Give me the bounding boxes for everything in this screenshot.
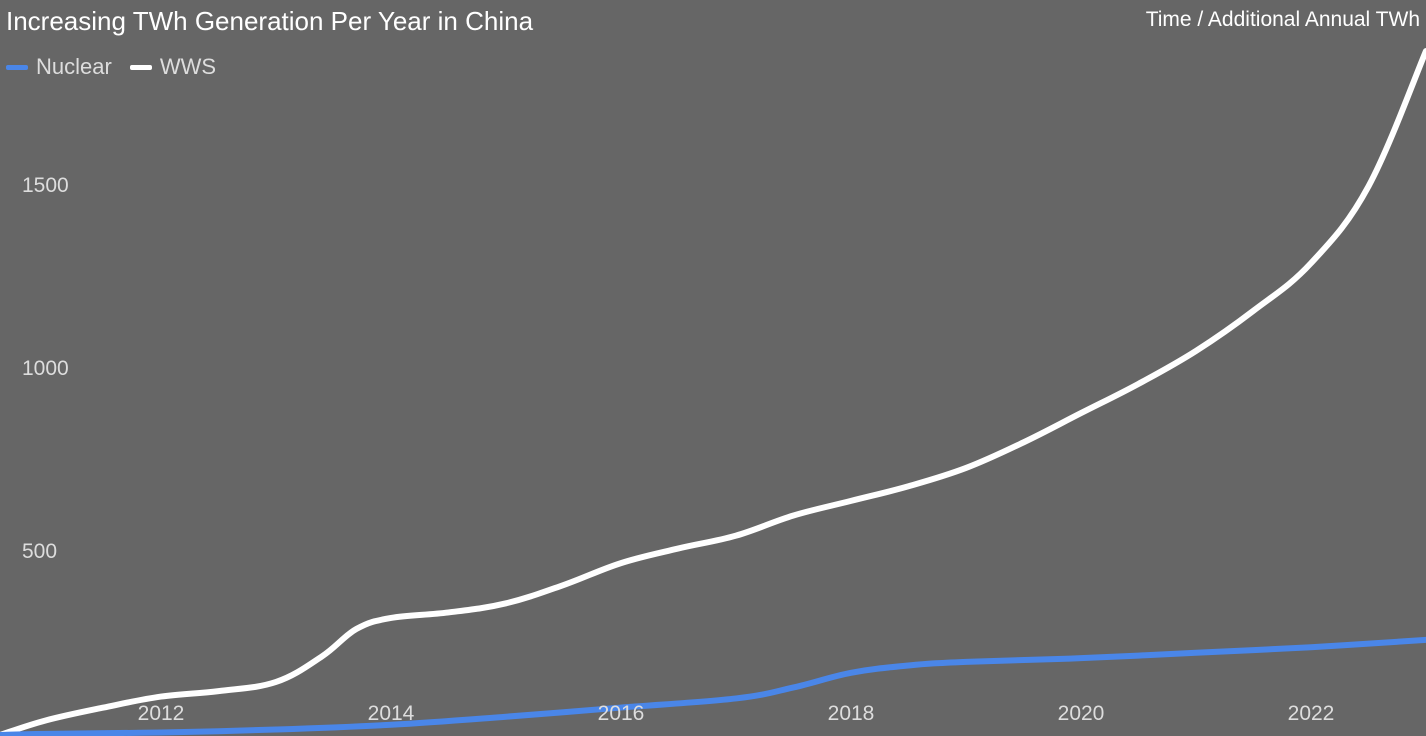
series-line-nuclear bbox=[0, 640, 1426, 735]
x-tick-label: 2012 bbox=[138, 702, 185, 726]
legend-swatch bbox=[6, 65, 28, 70]
x-tick-label: 2020 bbox=[1058, 702, 1105, 726]
legend-item-wws: WWS bbox=[130, 54, 216, 80]
legend-swatch bbox=[130, 65, 152, 70]
legend-label: Nuclear bbox=[36, 54, 112, 80]
y-tick-label: 1500 bbox=[22, 174, 69, 198]
chart-title: Increasing TWh Generation Per Year in Ch… bbox=[6, 6, 533, 37]
x-tick-label: 2014 bbox=[368, 702, 415, 726]
legend: Nuclear WWS bbox=[6, 54, 216, 80]
axis-label: Time / Additional Annual TWh bbox=[1146, 8, 1420, 32]
x-tick-label: 2018 bbox=[828, 702, 875, 726]
legend-label: WWS bbox=[160, 54, 216, 80]
legend-item-nuclear: Nuclear bbox=[6, 54, 112, 80]
y-tick-label: 1000 bbox=[22, 357, 69, 381]
line-chart: Increasing TWh Generation Per Year in Ch… bbox=[0, 0, 1426, 736]
x-tick-label: 2016 bbox=[598, 702, 645, 726]
chart-canvas bbox=[0, 0, 1426, 736]
y-tick-label: 500 bbox=[22, 540, 57, 564]
x-tick-label: 2022 bbox=[1288, 702, 1335, 726]
series-line-wws bbox=[0, 51, 1426, 735]
